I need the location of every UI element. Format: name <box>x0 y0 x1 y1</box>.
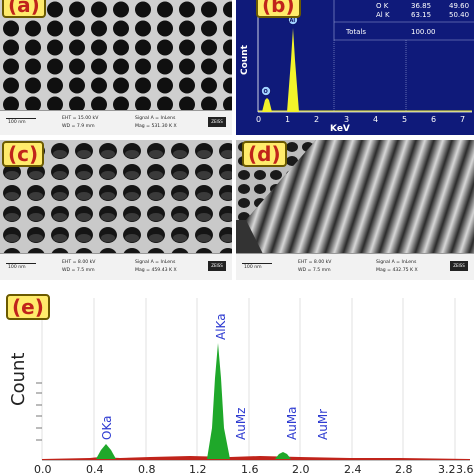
table-totals-label: Totals <box>345 28 366 36</box>
panel-d-tag: (d) <box>242 141 287 167</box>
tick-0.0: 0.0 <box>34 463 52 474</box>
tick-2.0: 2.0 <box>292 463 310 474</box>
tick-6: 6 <box>431 115 436 124</box>
tick-3.2: 3.2 <box>438 463 456 474</box>
panel-c-infobar: 100 nm EHT = 8.00 kV WD = 7.5 mm Signal … <box>0 253 232 280</box>
tick-3: 3 <box>344 115 349 124</box>
panel-b-edx-spectrum: O K 36.85 49.60 Al K 63.15 50.40 Totals … <box>236 0 474 135</box>
eht-readout: EHT = 8.00 kV <box>298 260 332 265</box>
y-axis-label: Count <box>240 44 250 75</box>
panel-a-infobar: 100 nm EHT = 15.00 kV WD = 7.9 mm Signal… <box>0 110 232 135</box>
peak-label-aumz: AuMz <box>234 408 248 440</box>
signal-readout: Signal A = InLens <box>135 260 176 265</box>
edx-b-chart: O K 36.85 49.60 Al K 63.15 50.40 Totals … <box>240 0 474 134</box>
x-axis-label: KeV <box>330 124 350 134</box>
wd-readout: WD = 7.5 mm <box>62 268 95 273</box>
panel-c-sem-image: (c) 100 nm EHT = 8.00 kV WD = 7.5 mm Sig… <box>0 140 232 280</box>
peak-al <box>287 28 299 112</box>
scale-bar <box>6 118 36 119</box>
scale-bar <box>6 263 36 264</box>
edx-e-chart: OKa AlKa AuMz AuMa AuMr 0.0 0.4 0.8 1.2 … <box>8 298 474 474</box>
tick-0.8: 0.8 <box>138 463 156 474</box>
wd-readout: WD = 7.5 mm <box>298 268 331 273</box>
mag-readout: Mag = 432.75 K X <box>376 268 418 273</box>
y-axis-label: Count <box>8 353 29 406</box>
panel-c-tag: (c) <box>2 141 45 167</box>
table-element-al: Al K <box>376 11 390 19</box>
tick-7: 7 <box>460 115 465 124</box>
tick-0: 0 <box>256 115 261 124</box>
tick-1.6: 1.6 <box>241 463 259 474</box>
tick-1.2: 1.2 <box>189 463 207 474</box>
table-al-value2: 50.40 <box>449 11 469 19</box>
table-o-value1: 36.85 <box>411 2 431 10</box>
eht-readout: EHT = 8.00 kV <box>62 260 96 265</box>
wd-readout: WD = 7.9 mm <box>62 124 95 129</box>
scale-label: 100 nm <box>8 120 26 125</box>
tick-1: 1 <box>285 115 290 124</box>
peak-label-oka: OKa <box>100 416 114 440</box>
tick-3.6: 3.6 <box>456 463 474 474</box>
tick-2.8: 2.8 <box>395 463 413 474</box>
baseline-trace <box>42 456 470 460</box>
peak-oka <box>96 444 116 459</box>
panel-b-tag: (b) <box>256 0 301 18</box>
table-o-value2: 49.60 <box>449 2 469 10</box>
panel-e-edx-spectrum: OKa AlKa AuMz AuMa AuMr 0.0 0.4 0.8 1.2 … <box>0 288 474 474</box>
zeiss-logo: ZEISS <box>208 117 226 127</box>
scale-label: 100 nm <box>8 265 26 270</box>
signal-readout: Signal A = InLens <box>376 260 417 265</box>
tick-5: 5 <box>402 115 407 124</box>
scale-label: 100 nm <box>244 265 262 270</box>
panel-e-tag: (e) <box>6 294 50 320</box>
panel-d-sem-image: (d) 100 nm EHT = 8.00 kV WD = 7.5 mm Sig… <box>236 140 474 280</box>
peak-label-auma: AuMa <box>285 406 299 440</box>
tick-2: 2 <box>314 115 319 124</box>
scale-bar <box>242 263 272 264</box>
tick-4: 4 <box>373 115 378 124</box>
table-element-o: O K <box>376 2 389 10</box>
mag-readout: Mag = 531.30 K X <box>135 124 177 129</box>
mag-readout: Mag = 459.43 K X <box>135 268 177 273</box>
peak-label-alka: AlKa <box>214 313 228 340</box>
panel-d-infobar: 100 nm EHT = 8.00 kV WD = 7.5 mm Signal … <box>236 253 474 280</box>
peak-o <box>262 98 272 112</box>
panel-a-tag: (a) <box>2 0 46 18</box>
peak-aum <box>275 452 291 459</box>
tick-0.4: 0.4 <box>86 463 104 474</box>
peak-label-al: Al <box>290 18 296 24</box>
table-al-value1: 63.15 <box>411 11 431 19</box>
eht-readout: EHT = 15.00 kV <box>62 116 99 121</box>
table-totals-value: 100.00 <box>411 28 436 36</box>
signal-readout: Signal A = InLens <box>135 116 176 121</box>
peak-label-aumr: AuMr <box>316 409 330 440</box>
peak-label-o: O <box>264 89 268 95</box>
panel-a-sem-image: (a) 100 nm EHT = 15.00 kV WD = 7.9 mm Si… <box>0 0 232 135</box>
zeiss-logo: ZEISS <box>450 261 468 271</box>
peak-alka <box>207 343 230 459</box>
tick-2.4: 2.4 <box>344 463 362 474</box>
zeiss-logo: ZEISS <box>208 261 226 271</box>
